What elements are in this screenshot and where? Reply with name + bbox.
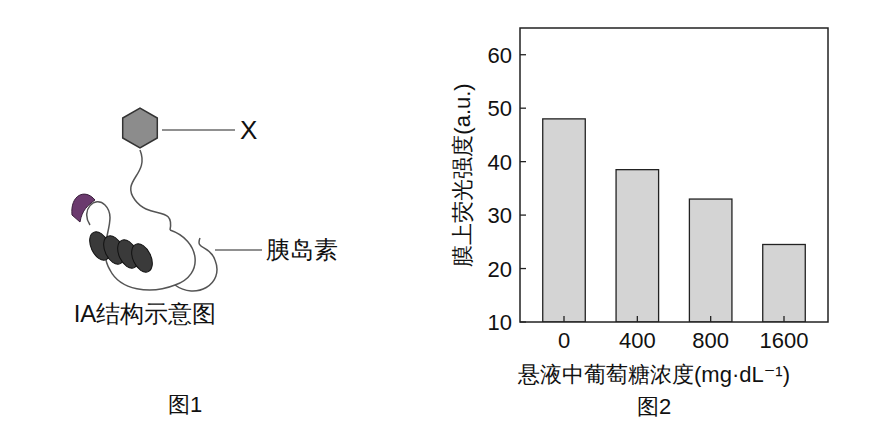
x-tick <box>783 316 784 322</box>
bar <box>689 199 732 322</box>
linker <box>131 150 171 230</box>
figure-caption: 图2 <box>637 394 671 419</box>
group-x <box>123 108 158 148</box>
y-axis-title: 膜上荧光强度(a.u.) <box>450 83 475 266</box>
x-tick <box>637 316 638 322</box>
label-insulin: 胰岛素 <box>266 236 338 263</box>
bar <box>763 244 806 322</box>
y-tick <box>520 321 526 322</box>
label-x: X <box>240 115 257 145</box>
x-tick <box>563 316 564 322</box>
beta-strand <box>72 194 95 222</box>
y-tick <box>520 214 526 215</box>
y-tick <box>520 108 526 109</box>
leader-line <box>215 249 262 250</box>
leader-line <box>162 129 235 130</box>
chart: 10 20 30 40 50 60 0 400 800 1600 悬液中葡萄糖浓度(mg·dL⁻¹)… <box>450 28 828 419</box>
y-tick <box>520 54 526 55</box>
helix-turn <box>128 241 157 276</box>
x-tick <box>710 316 711 322</box>
page: X 胰岛素 IA结构示意图图1 10 20 30 40 50 60 0 400 800 1600 悬液中葡… <box>0 0 874 425</box>
x-tick-label: 1600 <box>760 328 809 353</box>
y-tick-label: 40 <box>488 150 512 175</box>
x-tick-label: 400 <box>619 328 656 353</box>
diagram-title: IA结构示意图 <box>74 300 217 327</box>
y-tick-label: 50 <box>488 96 512 121</box>
bar <box>543 119 586 322</box>
plot-frame <box>520 28 828 322</box>
bar <box>616 170 659 322</box>
y-tick-label: 20 <box>488 257 512 282</box>
y-tick-label: 30 <box>488 203 512 228</box>
x-tick-label: 0 <box>558 328 570 353</box>
diagram: X 胰岛素 IA结构示意图图1 <box>72 108 338 417</box>
bars <box>543 119 806 322</box>
y-tick-label: 10 <box>488 310 512 335</box>
figure-caption: 图1 <box>168 392 202 417</box>
x-axis-title: 悬液中葡萄糖浓度(mg·dL⁻¹) <box>517 362 790 387</box>
y-tick <box>520 161 526 162</box>
x-tick-label: 800 <box>692 328 729 353</box>
y-tick <box>520 268 526 269</box>
y-tick-label: 60 <box>488 43 512 68</box>
protein-loop <box>175 238 217 291</box>
